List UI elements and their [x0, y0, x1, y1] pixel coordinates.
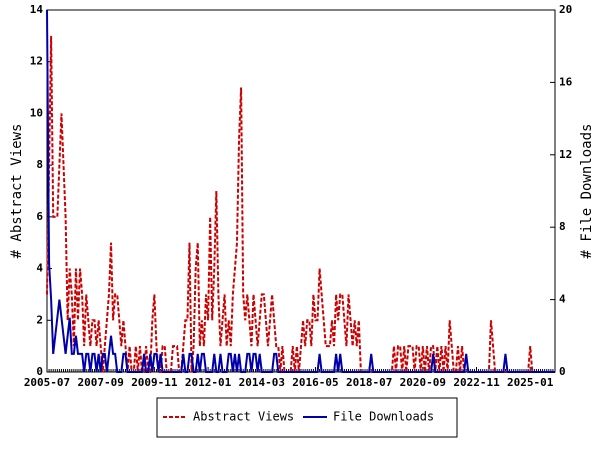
y2-tick-label: 8	[559, 220, 566, 233]
y2-tick-label: 4	[559, 293, 566, 306]
y-axis-title: # Abstract Views	[9, 124, 25, 259]
plot-frame	[46, 9, 556, 373]
y2-tick-label: 12	[559, 148, 572, 161]
x-tick-label: 2016-05	[292, 376, 338, 389]
y-tick-label: 14	[30, 3, 44, 16]
y-tick-label: 12	[30, 55, 43, 68]
x-tick-label: 2020-09	[400, 376, 446, 389]
y-tick-label: 4	[36, 262, 43, 275]
legend-label: File Downloads	[333, 410, 434, 424]
y-tick-label: 10	[30, 106, 43, 119]
y-tick-label: 8	[36, 158, 43, 171]
x-tick-label: 2009-11	[131, 376, 178, 389]
y2-tick-label: 20	[559, 3, 572, 16]
x-tick-label: 2007-09	[78, 376, 124, 389]
x-tick-label: 2022-11	[453, 376, 500, 389]
y2-axis-title: # File Downloads	[579, 124, 595, 259]
y2-tick-label: 0	[559, 365, 566, 378]
series-line	[46, 9, 555, 373]
y2-tick-label: 16	[559, 75, 573, 88]
x-tick-label: 2005-07	[24, 376, 70, 389]
y-tick-label: 2	[36, 313, 43, 326]
legend-label: Abstract Views	[193, 410, 294, 424]
x-tick-label: 2012-01	[185, 376, 232, 389]
y-tick-label: 0	[36, 365, 43, 378]
series-line	[46, 35, 555, 373]
x-tick-label: 2025-01	[507, 376, 554, 389]
x-tick-label: 2014-03	[239, 376, 285, 389]
x-tick-label: 2018-07	[346, 376, 392, 389]
y-tick-label: 6	[36, 210, 43, 223]
